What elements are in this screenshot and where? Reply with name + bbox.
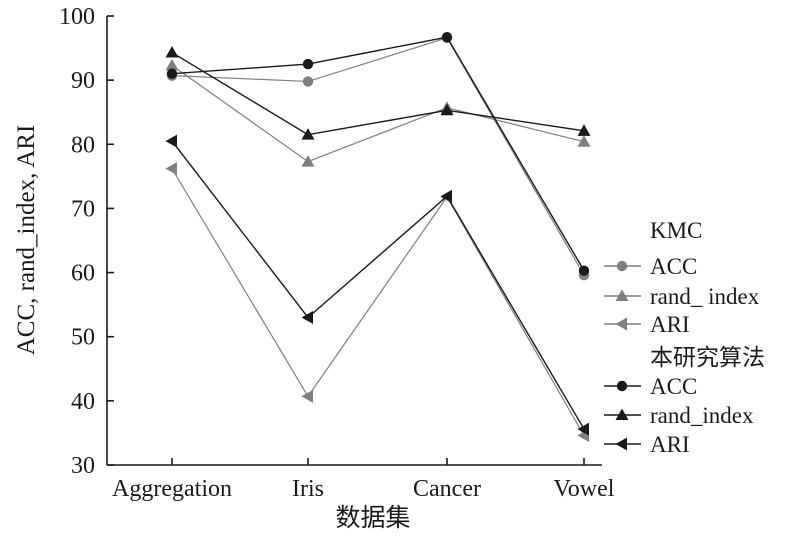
data-point	[301, 155, 315, 167]
legend-marker	[616, 260, 628, 272]
series-line	[171, 51, 585, 136]
legend-group-title: 本研究算法	[650, 345, 765, 370]
legend-marker	[615, 437, 627, 451]
data-point	[301, 389, 313, 403]
legend-marker	[615, 408, 629, 420]
y-tick-label: 30	[71, 453, 95, 479]
data-point	[440, 103, 454, 116]
legend-marker	[615, 317, 627, 331]
y-tick-label: 100	[59, 4, 95, 30]
series-layer	[165, 31, 591, 442]
legend-item: ARI	[604, 432, 690, 457]
x-tick-label: Aggregation	[112, 476, 232, 502]
legend-label: rand_index	[650, 403, 754, 428]
legend-label: ARI	[650, 312, 690, 337]
y-tick-label: 50	[71, 325, 95, 351]
legend-marker	[615, 289, 629, 301]
data-point	[577, 422, 589, 436]
x-tick-label: Vowel	[554, 476, 615, 502]
data-point	[440, 189, 452, 203]
legend-group-title: KMC	[650, 218, 702, 243]
axis-ticks: 30 40 50 60 70 80 90 100 Aggregation Iris Cancer Vo…	[59, 4, 615, 502]
data-point	[578, 265, 590, 276]
y-tick-label: 40	[71, 389, 95, 415]
legend-label: ACC	[650, 374, 697, 399]
y-tick-label: 90	[71, 68, 95, 94]
x-tick-label: Cancer	[413, 476, 481, 502]
legend-item: rand_index	[604, 403, 754, 428]
series-kmc-ari	[165, 162, 589, 442]
data-point	[301, 128, 315, 140]
series-line	[171, 64, 585, 163]
data-point	[165, 46, 179, 58]
y-tick-label: 70	[71, 196, 95, 222]
legend-label: rand_ index	[650, 284, 760, 309]
data-point	[302, 58, 314, 70]
data-point	[441, 31, 453, 43]
data-point	[165, 162, 177, 176]
series-line	[171, 168, 585, 436]
y-tick-label: 60	[71, 261, 95, 287]
x-axis-title: 数据集	[335, 504, 410, 532]
series-proposed-ari	[165, 134, 589, 436]
legend-marker	[616, 380, 628, 392]
data-point	[301, 310, 313, 324]
legend-item: ACC	[604, 374, 697, 399]
data-point	[577, 124, 591, 136]
series-line	[171, 37, 585, 276]
legend-label: ARI	[650, 432, 690, 457]
legend-item: rand_ index	[604, 284, 760, 309]
series-line	[171, 140, 585, 430]
y-axis-title: ACC, rand_index, ARI	[13, 125, 40, 356]
y-tick-label: 80	[71, 132, 95, 158]
legend-item: ACC	[604, 254, 697, 279]
data-point	[165, 134, 177, 148]
x-tick-label: Iris	[292, 476, 324, 502]
data-point	[166, 68, 178, 79]
data-point	[302, 76, 314, 87]
series-proposed-acc	[166, 31, 590, 276]
series-line	[171, 36, 585, 272]
series-kmc-rand-index	[165, 58, 591, 167]
legend: KMC ACC rand_ index ARI 本研究算法 ACC rand_index AR…	[604, 218, 765, 457]
legend-item: ARI	[604, 312, 690, 337]
data-point	[165, 58, 179, 71]
data-point	[577, 135, 591, 147]
legend-label: ACC	[650, 254, 697, 279]
series-proposed-rand-index	[165, 46, 591, 140]
